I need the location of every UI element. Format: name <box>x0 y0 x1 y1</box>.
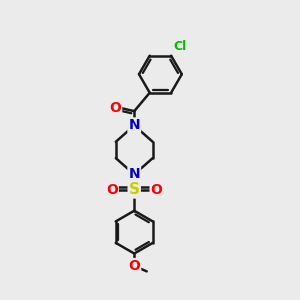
Text: Cl: Cl <box>173 40 187 53</box>
Text: O: O <box>109 100 121 115</box>
Text: N: N <box>128 118 140 132</box>
Text: O: O <box>151 183 163 197</box>
Text: O: O <box>128 259 140 273</box>
Text: O: O <box>106 183 118 197</box>
Text: N: N <box>128 167 140 182</box>
Text: S: S <box>129 182 140 197</box>
